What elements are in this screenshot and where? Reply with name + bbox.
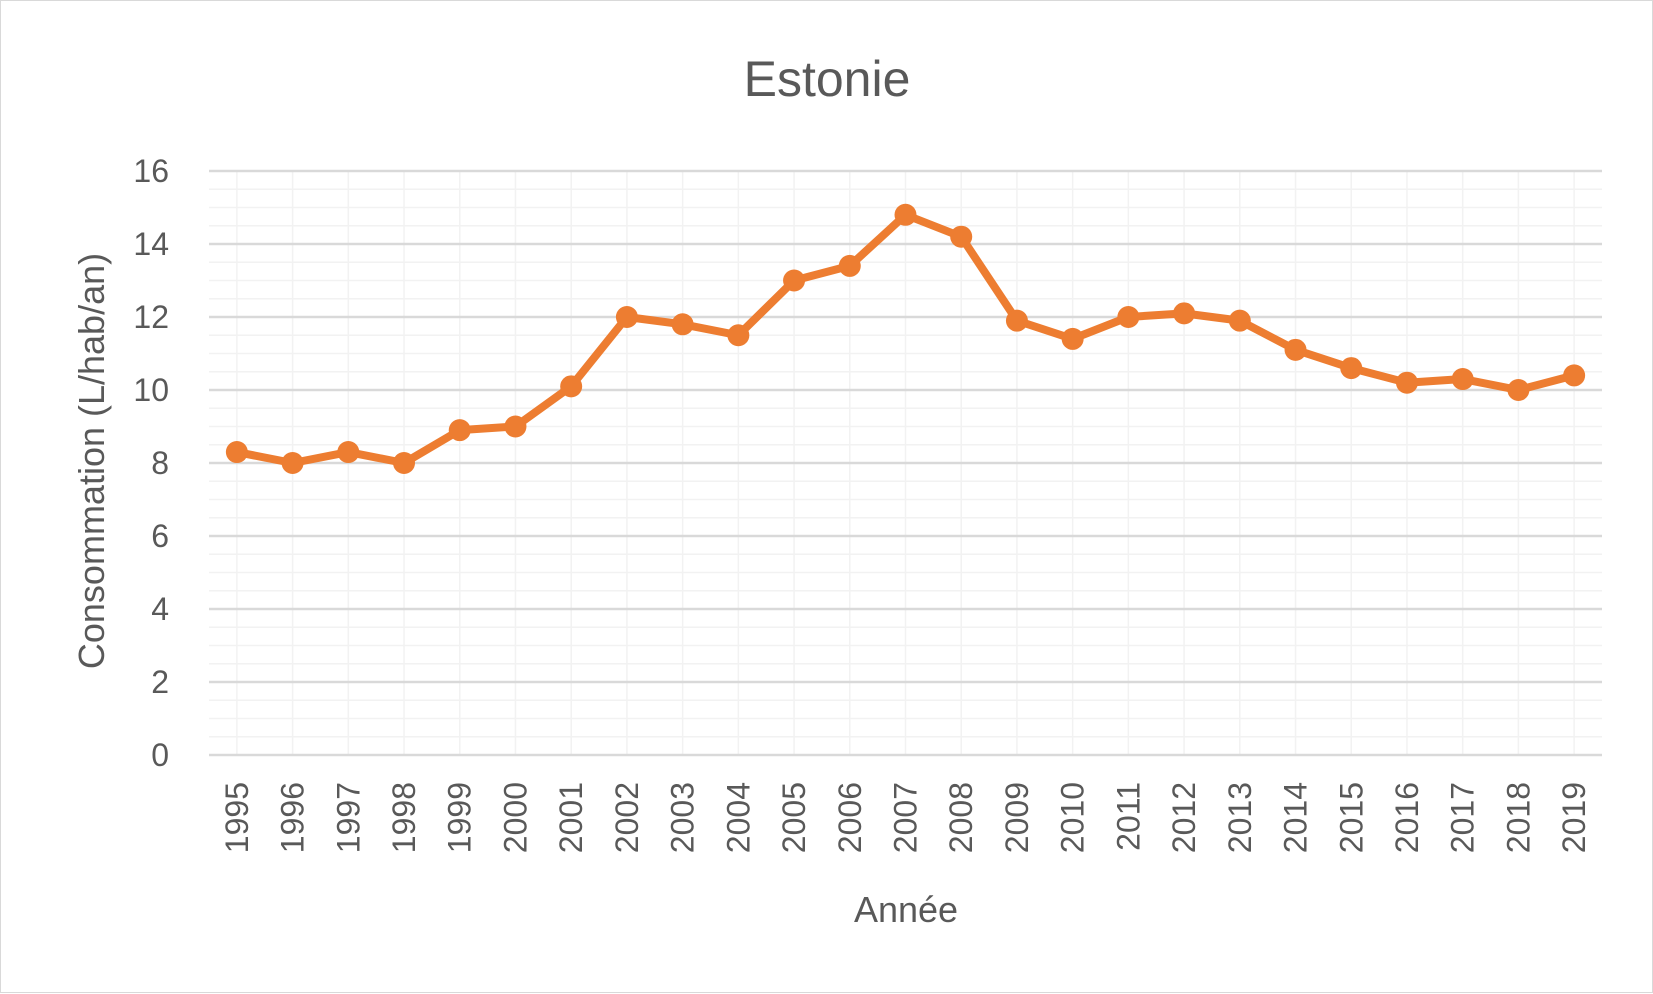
data-point	[1451, 368, 1474, 391]
data-point	[1395, 371, 1418, 394]
data-point	[838, 254, 861, 277]
data-point	[1173, 302, 1196, 325]
x-tick-label: 2010	[1055, 782, 1091, 853]
x-axis-title: Année	[854, 889, 958, 930]
x-tick-label: 1998	[386, 782, 422, 853]
data-point	[1061, 327, 1084, 350]
data-point	[1005, 309, 1028, 332]
data-point	[894, 203, 917, 226]
y-tick-label: 6	[151, 518, 169, 554]
data-point	[560, 375, 583, 398]
x-tick-label: 2019	[1556, 782, 1592, 853]
data-point	[727, 324, 750, 347]
x-tick-label: 1995	[219, 782, 255, 853]
data-point	[225, 441, 248, 464]
x-tick-label: 2015	[1333, 782, 1369, 853]
y-tick-label: 0	[151, 737, 169, 773]
x-tick-label: 2014	[1278, 782, 1314, 853]
y-tick-label: 4	[151, 591, 169, 627]
x-tick-label: 2008	[943, 782, 979, 853]
x-tick-label: 2002	[609, 782, 645, 853]
major-gridlines	[209, 169, 1602, 684]
x-tick-label: 1997	[330, 782, 366, 853]
data-point	[504, 415, 527, 438]
data-point	[1507, 379, 1530, 401]
x-tick-label: 2016	[1389, 782, 1425, 853]
x-tick-labels: 1995 1996 1997 1998 1999 2000 2001 2002 2003 2004…	[219, 782, 1592, 853]
x-tick-label: 2011	[1110, 782, 1146, 851]
y-axis-title: Consommation (L/hab/an)	[71, 253, 112, 669]
data-point	[393, 452, 416, 474]
data-point	[671, 313, 694, 336]
data-point	[1340, 357, 1363, 380]
data-points	[225, 203, 1586, 474]
x-tick-label: 2007	[888, 782, 924, 853]
x-tick-label: 2000	[497, 782, 533, 853]
minor-gridlines	[209, 171, 1602, 755]
x-tick-label: 1999	[442, 782, 478, 853]
data-point	[1284, 338, 1307, 361]
y-tick-label: 12	[133, 299, 169, 335]
x-tick-label: 2006	[832, 782, 868, 853]
y-tick-labels: 0 2 4 6 8 10 12 14 16	[133, 153, 169, 773]
chart-title: Estonie	[744, 51, 911, 107]
data-point	[1228, 309, 1251, 332]
x-tick-label: 1996	[275, 782, 311, 853]
y-tick-label: 8	[151, 445, 169, 481]
x-tick-label: 2012	[1166, 782, 1202, 853]
y-tick-label: 16	[133, 153, 169, 189]
data-point	[783, 269, 806, 292]
y-tick-label: 2	[151, 664, 169, 700]
data-point	[615, 306, 638, 328]
y-tick-label: 10	[133, 372, 169, 408]
x-tick-label: 2003	[665, 782, 701, 853]
x-tick-label: 2009	[999, 782, 1035, 853]
data-point	[1563, 364, 1586, 387]
data-point	[281, 452, 304, 474]
data-point	[337, 441, 360, 464]
data-point	[1117, 306, 1140, 328]
x-tick-label: 2004	[720, 782, 756, 853]
x-tick-label: 2005	[776, 782, 812, 853]
x-tick-label: 2001	[553, 782, 589, 853]
x-tick-label: 2018	[1500, 782, 1536, 853]
y-tick-label: 14	[133, 226, 169, 262]
data-point	[448, 419, 471, 442]
data-point	[950, 225, 973, 248]
x-tick-label: 2017	[1445, 782, 1481, 853]
x-tick-label: 2013	[1222, 782, 1258, 853]
